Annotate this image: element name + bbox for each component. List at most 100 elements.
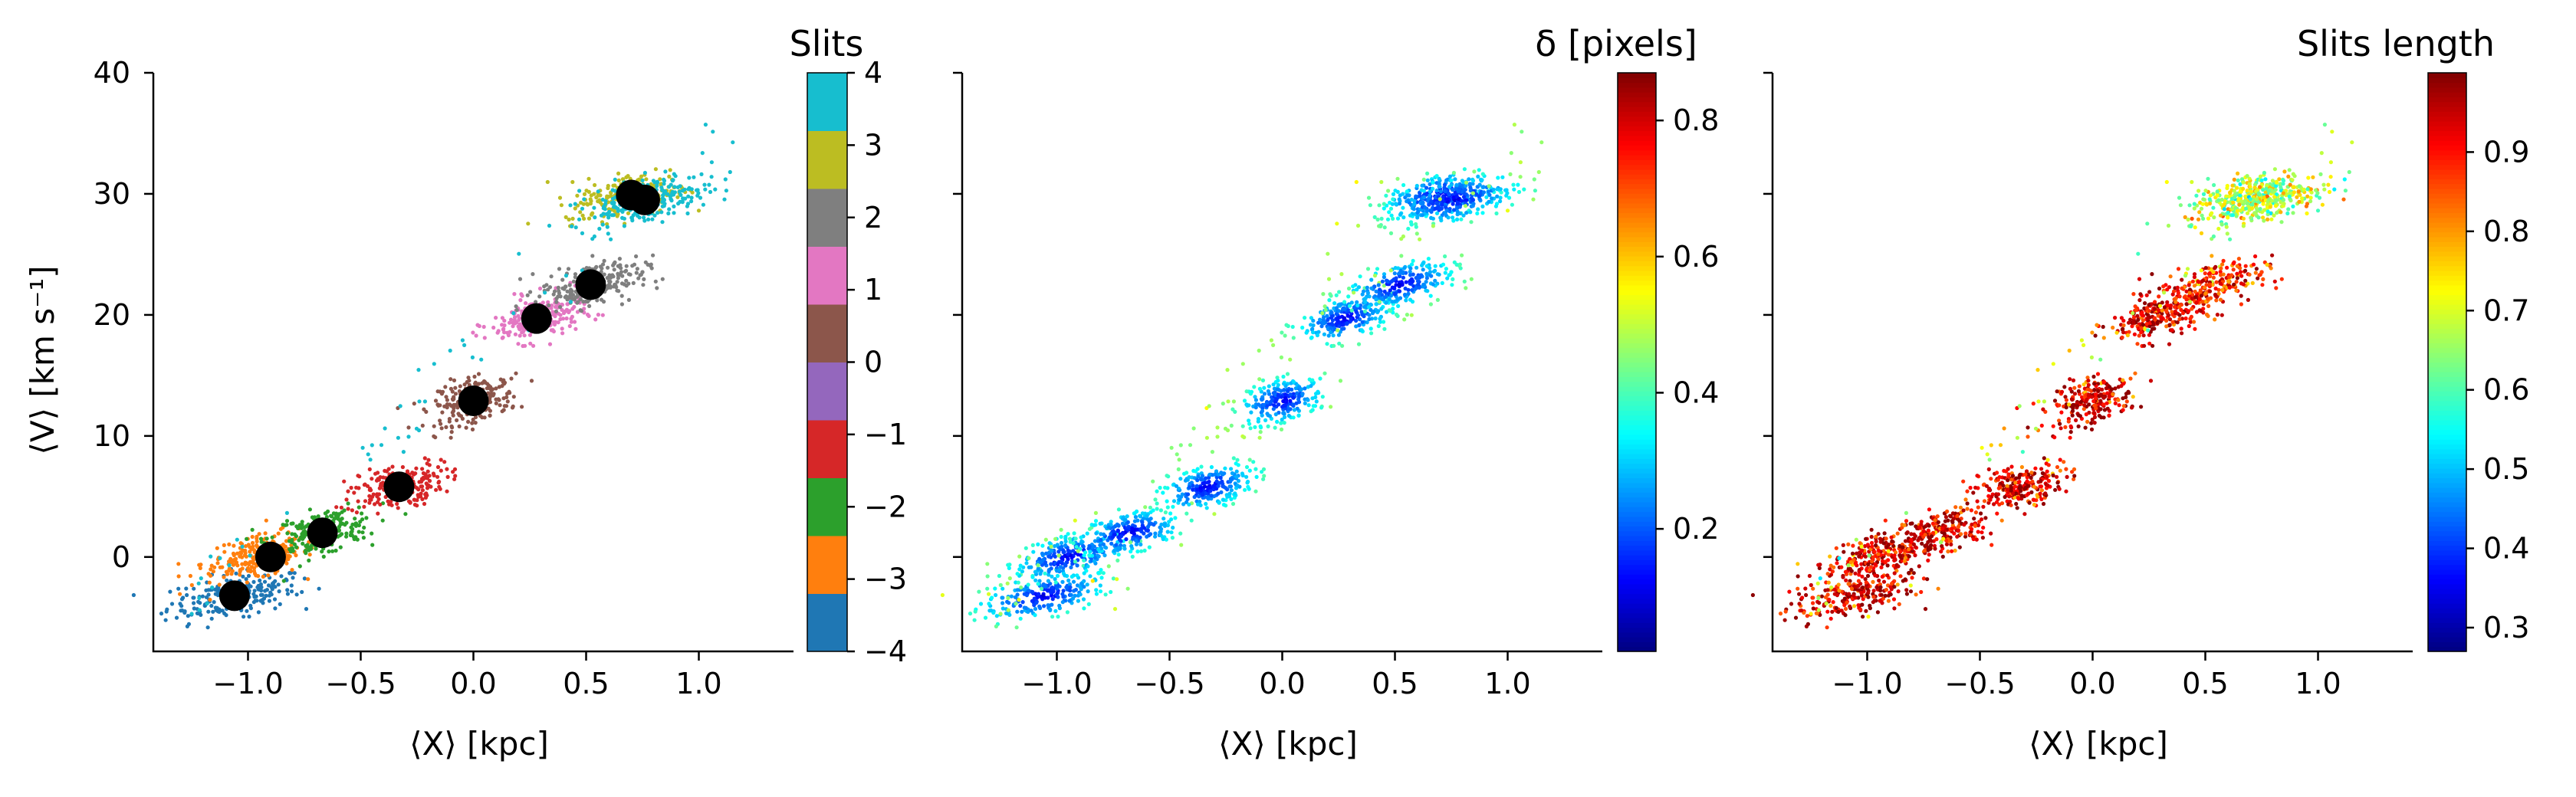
data-point: [491, 392, 496, 397]
data-point: [379, 443, 384, 448]
data-point: [1048, 607, 1053, 612]
data-point: [1220, 479, 1224, 484]
data-point: [1406, 226, 1411, 231]
data-point: [205, 625, 210, 630]
data-point: [1359, 328, 1364, 333]
colorbar-segment: [1618, 381, 1656, 387]
data-point: [616, 264, 620, 268]
data-point: [426, 483, 431, 487]
data-point: [1433, 206, 1438, 211]
data-point: [457, 424, 462, 429]
data-point: [1869, 534, 1874, 540]
data-point: [1356, 342, 1362, 346]
data-point: [238, 572, 242, 577]
colorbar-segment: [1618, 290, 1656, 296]
data-point: [1437, 176, 1441, 181]
data-point: [1321, 320, 1326, 325]
data-point: [473, 415, 478, 420]
data-point: [1424, 288, 1428, 293]
data-point: [344, 534, 349, 539]
data-point: [1437, 272, 1441, 277]
colorbar-segment: [1618, 608, 1656, 614]
data-point: [227, 566, 232, 571]
data-point: [272, 597, 278, 602]
data-point: [246, 573, 251, 579]
data-point: [1079, 539, 1084, 543]
data-point: [1078, 592, 1083, 597]
data-point: [406, 435, 411, 439]
colorbar-segment: [1618, 193, 1656, 199]
data-point: [1444, 197, 1449, 202]
data-point: [687, 175, 692, 180]
data-point: [1495, 187, 1500, 192]
data-point: [421, 471, 426, 476]
data-point: [519, 292, 524, 297]
data-point: [227, 563, 232, 568]
data-point: [560, 326, 564, 331]
data-point: [642, 277, 646, 281]
colorbar-segment: [1618, 646, 1656, 652]
data-point: [1116, 507, 1121, 512]
colorbar-segment: [1618, 338, 1656, 343]
colorbar-segment: [1618, 463, 1656, 469]
data-point: [1860, 548, 1865, 553]
data-point: [1116, 553, 1121, 557]
colorbar-segment: [1618, 429, 1656, 435]
data-point: [1335, 317, 1340, 321]
data-point: [1428, 302, 1433, 307]
data-point: [1177, 458, 1181, 462]
data-point: [613, 189, 617, 193]
data-point: [1254, 405, 1258, 410]
data-point: [585, 312, 590, 317]
data-point: [258, 536, 264, 541]
data-point: [482, 415, 487, 420]
data-point: [1229, 488, 1234, 493]
data-point: [711, 130, 715, 134]
colorbar-segment: [807, 73, 847, 131]
data-point: [354, 485, 359, 490]
data-point: [1260, 397, 1264, 402]
data-point: [1187, 475, 1191, 480]
data-point: [1334, 293, 1339, 297]
data-point: [307, 507, 312, 512]
data-point: [554, 300, 559, 304]
data-point: [1388, 294, 1394, 298]
data-point: [601, 262, 606, 267]
data-point: [238, 569, 242, 574]
data-point: [1225, 494, 1230, 499]
data-point: [176, 562, 181, 566]
data-point: [573, 225, 578, 230]
data-point: [1031, 549, 1036, 554]
data-point: [1311, 323, 1316, 328]
data-point: [1388, 206, 1394, 211]
data-point: [332, 517, 337, 521]
data-point: [1336, 309, 1341, 313]
data-point: [1119, 534, 1124, 539]
data-point: [593, 266, 598, 271]
colorbar-tick-label: −3: [864, 562, 907, 596]
data-point: [467, 379, 472, 383]
data-point: [1046, 569, 1051, 574]
data-point: [353, 523, 358, 528]
data-point: [611, 183, 616, 188]
x-tick-label: 1.0: [675, 667, 721, 700]
data-point: [650, 217, 655, 221]
data-point: [1235, 483, 1240, 487]
data-point: [1405, 193, 1409, 198]
data-point: [1316, 330, 1321, 334]
data-point: [482, 379, 488, 385]
data-point: [606, 279, 612, 284]
data-point: [1398, 274, 1402, 279]
data-point: [1082, 585, 1086, 589]
data-point: [1024, 605, 1028, 611]
data-point: [1046, 603, 1050, 608]
data-point: [1254, 489, 1258, 494]
panel-slit-length: −1.0 −0.5 0.0 0.5 1.0 ⟨X⟩ [kpc] 0.30.40.50.6…: [1750, 23, 2529, 763]
data-point: [231, 551, 236, 556]
data-point: [1420, 183, 1424, 188]
data-point: [1253, 425, 1257, 430]
data-point: [1152, 523, 1156, 527]
data-point: [1846, 582, 1851, 586]
data-point: [1825, 588, 1830, 592]
data-point: [1236, 463, 1240, 467]
